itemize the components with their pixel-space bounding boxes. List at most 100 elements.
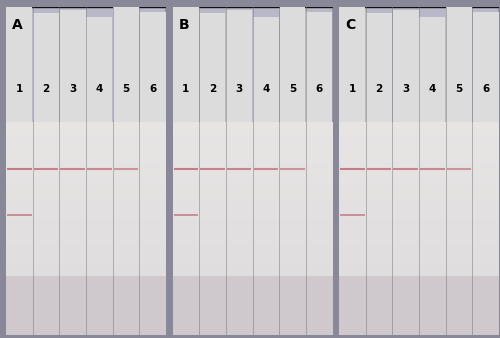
Bar <box>86 17 112 122</box>
Bar <box>339 224 499 230</box>
Bar <box>339 214 499 219</box>
Bar <box>339 209 499 214</box>
Bar <box>172 152 332 158</box>
Bar <box>113 7 139 122</box>
Bar <box>6 168 166 173</box>
Text: 4: 4 <box>96 84 103 94</box>
Bar <box>6 178 166 183</box>
Bar <box>339 198 499 204</box>
Bar <box>339 255 499 260</box>
Bar <box>6 260 166 265</box>
Bar <box>366 13 392 122</box>
Bar <box>172 198 332 204</box>
Bar <box>172 158 332 163</box>
Bar <box>33 13 59 122</box>
Bar <box>172 235 332 240</box>
Text: 3: 3 <box>402 84 409 94</box>
Bar <box>339 250 499 255</box>
Bar <box>339 260 499 265</box>
Bar <box>200 13 226 122</box>
Bar <box>339 270 499 275</box>
Bar <box>306 12 332 122</box>
Bar <box>339 132 499 137</box>
Text: 5: 5 <box>122 84 130 94</box>
Bar <box>172 250 332 255</box>
Bar <box>339 121 499 127</box>
Bar <box>339 178 499 183</box>
Bar <box>173 7 199 122</box>
Bar <box>446 7 472 122</box>
Bar <box>172 209 332 214</box>
Bar <box>6 255 166 260</box>
Bar <box>172 265 332 270</box>
Bar <box>172 270 332 275</box>
Text: 1: 1 <box>182 84 190 94</box>
Bar <box>172 204 332 209</box>
Bar <box>6 163 166 168</box>
Bar <box>339 204 499 209</box>
Bar <box>6 152 166 158</box>
Bar <box>172 245 332 250</box>
Bar <box>6 188 166 193</box>
Bar <box>339 127 499 132</box>
Bar <box>172 219 332 224</box>
Bar <box>172 178 332 183</box>
Text: 1: 1 <box>16 84 23 94</box>
Bar <box>253 17 278 122</box>
Bar <box>6 121 166 127</box>
Bar <box>6 230 166 235</box>
Text: 3: 3 <box>236 84 243 94</box>
Bar <box>6 158 166 163</box>
Bar <box>6 121 166 275</box>
Bar <box>420 17 445 122</box>
Text: 6: 6 <box>316 84 323 94</box>
Bar <box>6 214 166 219</box>
Text: 5: 5 <box>289 84 296 94</box>
Bar <box>172 127 332 132</box>
Bar <box>339 173 499 178</box>
Text: 4: 4 <box>262 84 270 94</box>
Bar <box>473 12 498 122</box>
Bar <box>172 260 332 265</box>
Bar <box>60 10 86 122</box>
Bar <box>339 183 499 188</box>
Bar <box>339 265 499 270</box>
Bar <box>339 219 499 224</box>
Bar <box>172 147 332 152</box>
Bar <box>172 255 332 260</box>
Bar <box>172 183 332 188</box>
Text: 1: 1 <box>348 84 356 94</box>
Text: 2: 2 <box>42 84 50 94</box>
Bar <box>172 137 332 142</box>
Text: 4: 4 <box>428 84 436 94</box>
Bar <box>339 147 499 152</box>
Bar <box>172 173 332 178</box>
Bar <box>339 168 499 173</box>
Bar <box>172 230 332 235</box>
Bar <box>6 127 166 132</box>
Text: 5: 5 <box>456 84 462 94</box>
Bar <box>339 240 499 245</box>
Text: 6: 6 <box>482 84 490 94</box>
Bar <box>172 142 332 147</box>
Bar <box>6 224 166 230</box>
Bar <box>172 188 332 193</box>
Bar <box>172 214 332 219</box>
Bar <box>172 193 332 198</box>
Bar <box>339 245 499 250</box>
Bar <box>172 240 332 245</box>
Bar <box>6 204 166 209</box>
Text: 3: 3 <box>69 84 76 94</box>
Bar <box>6 7 32 122</box>
Text: 2: 2 <box>209 84 216 94</box>
Bar <box>339 142 499 147</box>
Text: C: C <box>346 18 356 32</box>
Bar <box>339 230 499 235</box>
Bar <box>172 121 332 275</box>
Bar <box>6 275 166 335</box>
Bar <box>172 132 332 137</box>
Bar <box>6 137 166 142</box>
Bar <box>172 163 332 168</box>
Bar <box>393 10 418 122</box>
Bar <box>6 142 166 147</box>
